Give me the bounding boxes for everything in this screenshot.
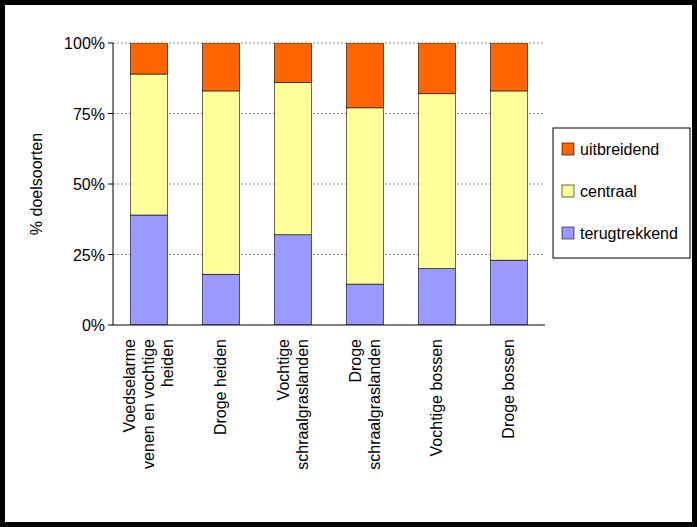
legend-swatch	[562, 227, 574, 239]
legend-label: uitbreidend	[580, 141, 659, 158]
bar-segment	[491, 91, 528, 260]
category-line: schraalgraslanden	[294, 339, 311, 470]
category-line: schraalgraslanden	[366, 339, 383, 470]
legend-label: centraal	[580, 183, 637, 200]
y-axis	[113, 43, 114, 325]
tick-label: 75%	[73, 106, 105, 123]
category-label: Vochtigeschraalgraslanden	[275, 339, 311, 470]
bar-segment	[347, 43, 384, 108]
category-label: Voedselarmevenen en vochtigeheiden	[121, 339, 176, 469]
bar-segment	[275, 235, 312, 325]
grid-line	[113, 113, 545, 114]
category-line: Vochtige bossen	[428, 339, 445, 456]
legend-swatch	[562, 185, 574, 197]
x-axis	[113, 325, 545, 326]
category-line: Droge heiden	[212, 339, 229, 435]
bar-segment	[347, 284, 384, 325]
tick-label: 25%	[73, 247, 105, 264]
bar-segment	[347, 108, 384, 284]
axis-label: % doelsoorten	[28, 133, 45, 235]
tick-mark	[108, 254, 113, 255]
category-line: Droge bossen	[500, 339, 517, 439]
bar-segment	[203, 43, 240, 91]
category-line: venen en vochtige	[140, 339, 157, 469]
tick-mark	[108, 325, 113, 326]
bars	[131, 43, 528, 325]
bar-segment	[203, 91, 240, 274]
tick-mark	[108, 184, 113, 185]
bar-segment	[131, 215, 168, 325]
legend-label: terugtrekkend	[580, 225, 678, 242]
bar-segment	[419, 269, 456, 325]
bar-segment	[131, 43, 168, 74]
legend-swatch	[562, 143, 574, 155]
category-label: Droge heiden	[212, 339, 229, 435]
category-line: Voedselarme	[121, 339, 138, 432]
bar-segment	[131, 74, 168, 215]
bar-segment	[491, 43, 528, 91]
grid-line	[113, 254, 545, 255]
bar-segment	[419, 43, 456, 94]
background	[5, 5, 692, 522]
grid-line	[113, 43, 545, 44]
tick-mark	[108, 113, 113, 114]
bar-segment	[203, 274, 240, 325]
category-label: Vochtige bossen	[428, 339, 445, 456]
bar-segment	[275, 82, 312, 234]
tick-label: 50%	[73, 176, 105, 193]
chart: 0% 25% 50% 75% 100% % doelsoorten Voedselarmev…	[0, 0, 697, 527]
tick-mark	[108, 43, 113, 44]
legend	[553, 128, 690, 258]
category-line: Vochtige	[275, 339, 292, 400]
category-label: Drogeschraalgraslanden	[347, 339, 383, 470]
grid-line	[113, 184, 545, 185]
tick-label: 100%	[64, 35, 105, 52]
tick-label: 0%	[82, 317, 105, 334]
bar-segment	[491, 260, 528, 325]
bar-segment	[275, 43, 312, 82]
category-label: Droge bossen	[500, 339, 517, 439]
category-line: Droge	[347, 339, 364, 383]
category-line: heiden	[159, 339, 176, 387]
bar-segment	[419, 94, 456, 269]
